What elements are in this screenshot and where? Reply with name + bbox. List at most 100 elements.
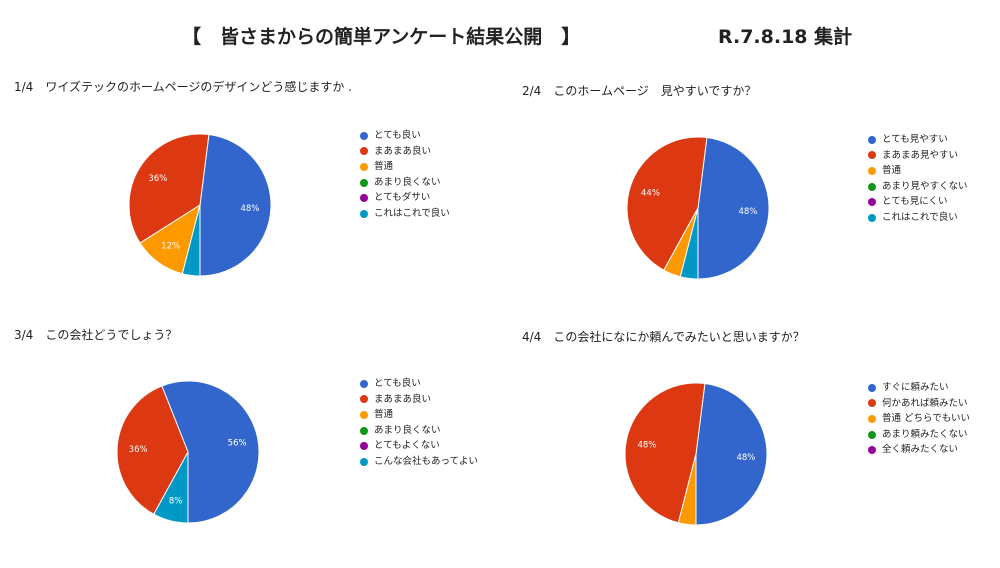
legend-item: 普通	[360, 159, 450, 175]
legend-item: まあまあ見やすい	[868, 148, 968, 164]
question-title: 1/4 ワイズテックのホームページのデザインどう感じますか .	[14, 80, 352, 94]
legend-label: とてもダサい	[374, 192, 431, 204]
chart-panel-1: 1/4 ワイズテックのホームページのデザインどう感じますか . 48% 36% 12…	[14, 78, 504, 318]
legend-item: すぐに頼みたい	[868, 380, 970, 396]
pie-slice	[695, 383, 768, 526]
legend-label: とても良い	[374, 378, 421, 389]
legend-swatch	[868, 414, 876, 423]
pie-slice	[153, 451, 189, 524]
legend-label: あまり良くない	[374, 176, 441, 188]
legend-item: まあまあ良い	[360, 392, 478, 408]
pie-slice	[679, 207, 699, 280]
legend-label: これはこれで良い	[882, 211, 958, 223]
legend-item: 何かあれば頼みたい	[868, 396, 970, 412]
legend-swatch	[360, 131, 368, 140]
legend-swatch	[360, 178, 368, 187]
chart-panel-2: 2/4 このホームページ 見やすいですか？ 48% 44% とても見やすい まあまあ…	[522, 82, 1000, 322]
legend-label: すぐに頼みたい	[882, 382, 949, 393]
slice-percent-label: 12%	[161, 241, 180, 251]
legend-label: あまり見やすくない	[882, 180, 968, 192]
slice-percent-label: 36%	[129, 445, 148, 455]
legend-swatch	[360, 379, 368, 388]
legend-swatch	[360, 162, 368, 171]
pie-slice	[161, 380, 260, 524]
legend: すぐに頼みたい何かあれば頼みたい普通 どちらでもいい あまり頼みたくない全く頼みた…	[868, 380, 970, 458]
legend-label: 普通	[374, 161, 394, 173]
pie-slice	[181, 204, 201, 277]
pie-chart: 56% 36% 8%	[116, 380, 260, 524]
legend-item: 普通 どちらでもいい	[868, 411, 970, 427]
tally-date: R.7.8.18 集計	[718, 26, 853, 48]
legend-label: とてもよくない	[374, 440, 440, 452]
legend-swatch	[868, 151, 876, 160]
pie-slice	[697, 137, 770, 280]
page-title: 【 皆さまからの簡単アンケート結果公開 】	[182, 26, 581, 48]
legend-item: まあまあ良い	[360, 144, 450, 160]
legend-item: とても見にくい	[868, 194, 968, 210]
legend-label: とても見やすい	[882, 134, 948, 145]
legend-item: とても良い	[360, 376, 478, 392]
legend-swatch	[360, 209, 368, 218]
slice-percent-label: 44%	[641, 189, 660, 199]
legend-item: とても見やすい	[868, 132, 968, 148]
legend-label: これはこれで良い	[374, 207, 450, 219]
legend-item: これはこれで良い	[868, 210, 968, 226]
chart-panel-4: 4/4 この会社になにか頼んでみたいと思いますか？ 48% 48% すぐに頼みたい…	[522, 328, 1000, 568]
pie-chart: 48% 36% 12%	[128, 133, 272, 277]
legend-item: とても良い	[360, 128, 450, 144]
legend-label: あまり頼みたくない	[882, 428, 968, 440]
legend-swatch	[360, 147, 368, 156]
legend-item: あまり見やすくない	[868, 179, 968, 195]
slice-percent-label: 56%	[228, 439, 247, 449]
pie-slice	[624, 382, 706, 524]
legend-item: 普通	[360, 407, 478, 423]
legend-label: とても見にくい	[882, 196, 948, 208]
legend-swatch	[360, 194, 368, 203]
legend: とても見やすい まあまあ見やすい 普通あまり見やすくない とても見にくい これはこれで良…	[868, 132, 968, 226]
legend-item: 全く頼みたくない	[868, 442, 970, 458]
legend: とても良いまあまあ良い 普通あまり良くない とてもダサいこれはこれで良い	[360, 128, 450, 222]
legend-item: これはこれで良い	[360, 206, 450, 222]
legend-item: あまり良くない	[360, 175, 450, 191]
legend-label: まあまあ良い	[374, 393, 432, 405]
legend-item: 普通	[868, 163, 968, 179]
pie-chart: 48% 44%	[626, 136, 770, 280]
legend-label: まあまあ見やすい	[882, 149, 959, 161]
legend-item: とてもダサい	[360, 190, 450, 206]
legend-label: 普通	[882, 165, 902, 177]
slice-percent-label: 48%	[736, 453, 755, 463]
slice-percent-label: 8%	[169, 496, 183, 506]
question-title: 3/4 この会社どうでしょう？	[14, 328, 178, 342]
legend-item: あまり頼みたくない	[868, 427, 970, 443]
pie-slice	[677, 453, 697, 526]
legend-label: とても良い	[374, 130, 421, 141]
pie-slice	[128, 133, 210, 244]
legend-swatch	[868, 166, 876, 175]
legend-swatch	[360, 426, 368, 435]
legend-label: あまり良くない	[374, 424, 441, 436]
legend-swatch	[360, 442, 368, 451]
legend-swatch	[360, 395, 368, 404]
question-title: 4/4 この会社になにか頼んでみたいと思いますか？	[522, 330, 805, 344]
chart-panel-3: 3/4 この会社どうでしょう？ 56% 36% 8% とても良いまあまあ良い 普通あま…	[14, 326, 504, 566]
legend-swatch	[868, 446, 876, 455]
pie-slice	[199, 134, 272, 277]
legend-swatch	[868, 135, 876, 144]
legend-label: 何かあれば頼みたい	[882, 397, 968, 409]
pie-slice	[626, 136, 708, 271]
pie-slice	[116, 385, 189, 515]
legend-item: あまり良くない	[360, 423, 478, 439]
slice-percent-label: 48%	[637, 441, 656, 451]
slice-percent-label: 48%	[738, 207, 757, 217]
legend-swatch	[360, 457, 368, 466]
slice-percent-label: 48%	[240, 204, 259, 214]
slice-percent-label: 36%	[148, 174, 167, 184]
legend-label: 普通	[374, 409, 394, 421]
legend-swatch	[868, 430, 876, 439]
legend-swatch	[868, 383, 876, 392]
legend-label: こんな会社もあってよい	[374, 455, 479, 467]
legend-swatch	[868, 399, 876, 408]
legend: とても良いまあまあ良い 普通あまり良くない とてもよくないこんな会社もあってよい	[360, 376, 478, 470]
page-header: 【 皆さまからの簡単アンケート結果公開 】 R.7.8.18 集計	[0, 22, 1000, 48]
legend-swatch	[360, 410, 368, 419]
